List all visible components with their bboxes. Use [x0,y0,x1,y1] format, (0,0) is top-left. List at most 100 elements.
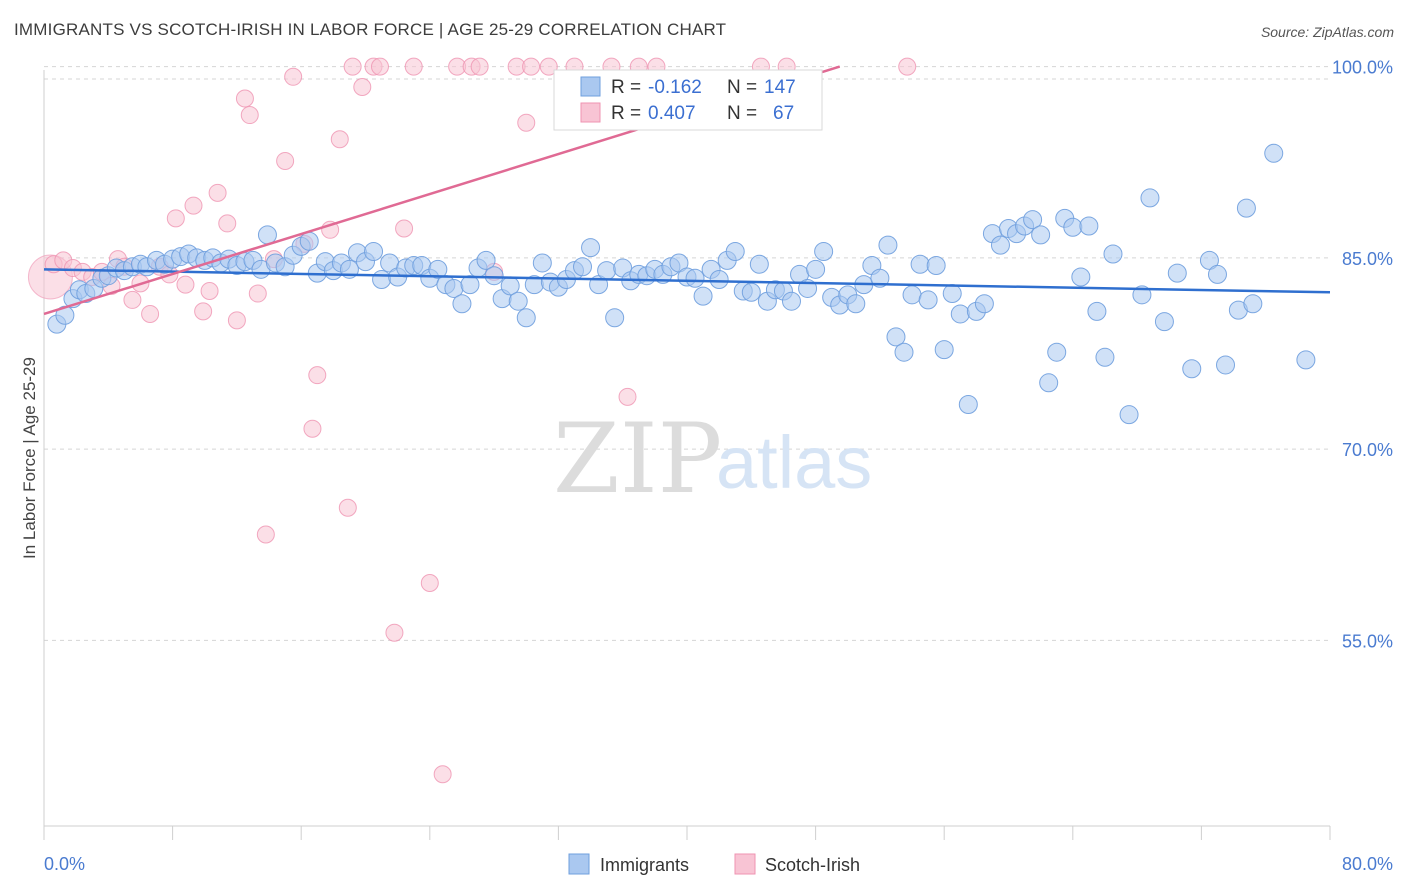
immigrants-point-59 [516,308,536,328]
scotch-irish-point-35 [343,57,362,76]
chart-title: IMMIGRANTS VS SCOTCH-IRISH IN LABOR FORC… [14,20,727,39]
scotch-irish-point-43 [433,765,452,784]
scotch-irish-point-38 [370,57,389,76]
stats-n-scotch-irish: 67 [773,103,794,124]
immigrants-point-135 [1140,188,1160,208]
immigrants-point-41 [372,270,392,290]
scotch-irish-point-17 [194,302,213,321]
chart-source: Source: ZipAtlas.com [1260,24,1394,40]
scotch-irish-point-30 [303,419,322,438]
immigrants-point-52 [460,275,480,295]
stats-box: R = -0.162 N = 147 R = 0.407 N = 67 [553,69,823,131]
x-tick-label-min: 0.0% [44,854,85,874]
immigrants-point-125 [1047,342,1067,362]
immigrants-point-111 [934,340,954,360]
immigrants-point-128 [1071,267,1091,287]
legend-label-scotch-irish[interactable]: Scotch-Irish [765,855,860,875]
scotch-irish-point-19 [208,183,227,202]
immigrants-point-131 [1095,347,1115,367]
immigrants-point-83 [709,270,729,290]
immigrants-point-55 [484,266,504,286]
immigrants-point-129 [1079,216,1099,236]
immigrants-point-105 [886,327,906,347]
immigrants-point-130 [1087,301,1107,321]
stats-n-label-scotch-irish: N = [727,103,757,124]
immigrants-point-54 [476,250,496,270]
stats-r-label-immigrants: R = [611,77,641,98]
scotch-irish-point-22 [235,89,254,108]
scotch-irish-point-20 [218,214,237,233]
y-tick-label-55: 55.0% [1342,631,1393,651]
scotch-irish-point-23 [240,106,259,125]
legend-swatch-immigrants[interactable] [568,853,590,875]
immigrants-point-27 [257,225,277,245]
immigrants-point-143 [1236,198,1256,218]
scotch-irish-point-34 [338,498,357,517]
immigrants-point-138 [1182,359,1202,379]
legend-swatch-scotch-irish[interactable] [734,853,756,875]
immigrants-point-122 [1023,210,1043,230]
immigrants-point-58 [508,291,528,311]
scotch-irish-point-39 [385,623,404,642]
scotch-irish-point-28 [284,67,303,86]
immigrants-point-141 [1216,355,1236,375]
immigrants-point-107 [902,285,922,305]
scotch-irish-point-50 [522,57,541,76]
watermark-zip: ZIP [553,403,722,515]
legend-label-immigrants[interactable]: Immigrants [600,855,689,875]
immigrants-point-104 [878,235,898,255]
immigrants-point-114 [958,394,978,414]
stats-r-immigrants: -0.162 [648,77,702,98]
immigrants-point-85 [725,241,745,261]
immigrants-point-92 [781,291,801,311]
immigrants-points [47,143,1316,425]
immigrants-point-140 [1207,264,1227,284]
immigrants-point-146 [1296,350,1316,370]
legend: Immigrants Scotch-Irish [568,853,860,875]
scotch-irish-point-21 [227,311,246,330]
scotch-irish-point-42 [420,573,439,592]
y-tick-label-100: 100.0% [1332,58,1393,78]
watermark-atlas: atlas [716,421,872,504]
scotch-irish-point-27 [276,151,295,170]
immigrants-point-100 [846,294,866,314]
immigrants-point-133 [1119,405,1139,425]
immigrants-point-66 [573,257,593,277]
y-tick-label-85: 85.0% [1342,249,1393,269]
grid-lines [44,66,1330,641]
y-tick-label-70: 70.0% [1342,440,1393,460]
scotch-irish-point-11 [141,304,160,323]
immigrants-point-95 [806,259,826,279]
immigrants-point-87 [741,282,761,302]
stats-r-label-scotch-irish: R = [611,103,641,124]
immigrants-point-106 [894,342,914,362]
scotch-irish-point-24 [248,284,267,303]
scotch-irish-point-41 [404,57,423,76]
immigrants-point-81 [693,286,713,306]
immigrants-point-67 [581,238,601,258]
immigrants-point-144 [1243,294,1263,314]
immigrants-point-137 [1167,263,1187,283]
scotch-irish-point-31 [308,366,327,385]
immigrants-point-124 [1039,373,1059,393]
stats-swatch-immigrants [580,76,601,97]
scotch-irish-point-51 [539,57,558,76]
scotch-irish-point-16 [184,196,203,215]
immigrants-trend-line [43,268,1331,294]
immigrants-point-127 [1063,217,1083,237]
immigrants-point-40 [364,241,384,261]
immigrants-point-103 [870,268,890,288]
immigrants-point-96 [814,241,834,261]
stats-swatch-scotch-irish [580,102,601,123]
scotch-irish-point-33 [330,130,349,149]
scotch-irish-point-49 [517,113,536,132]
immigrants-point-69 [597,261,617,281]
scotch-irish-point-18 [200,282,219,300]
axes: 55.0% 70.0% 85.0% 100.0% 0.0% 80.0% [43,58,1393,874]
immigrants-point-116 [974,294,994,314]
immigrants-point-110 [926,256,946,275]
stats-n-label-immigrants: N = [727,77,757,98]
immigrants-point-113 [950,304,970,324]
scotch-irish-point-40 [395,219,414,238]
